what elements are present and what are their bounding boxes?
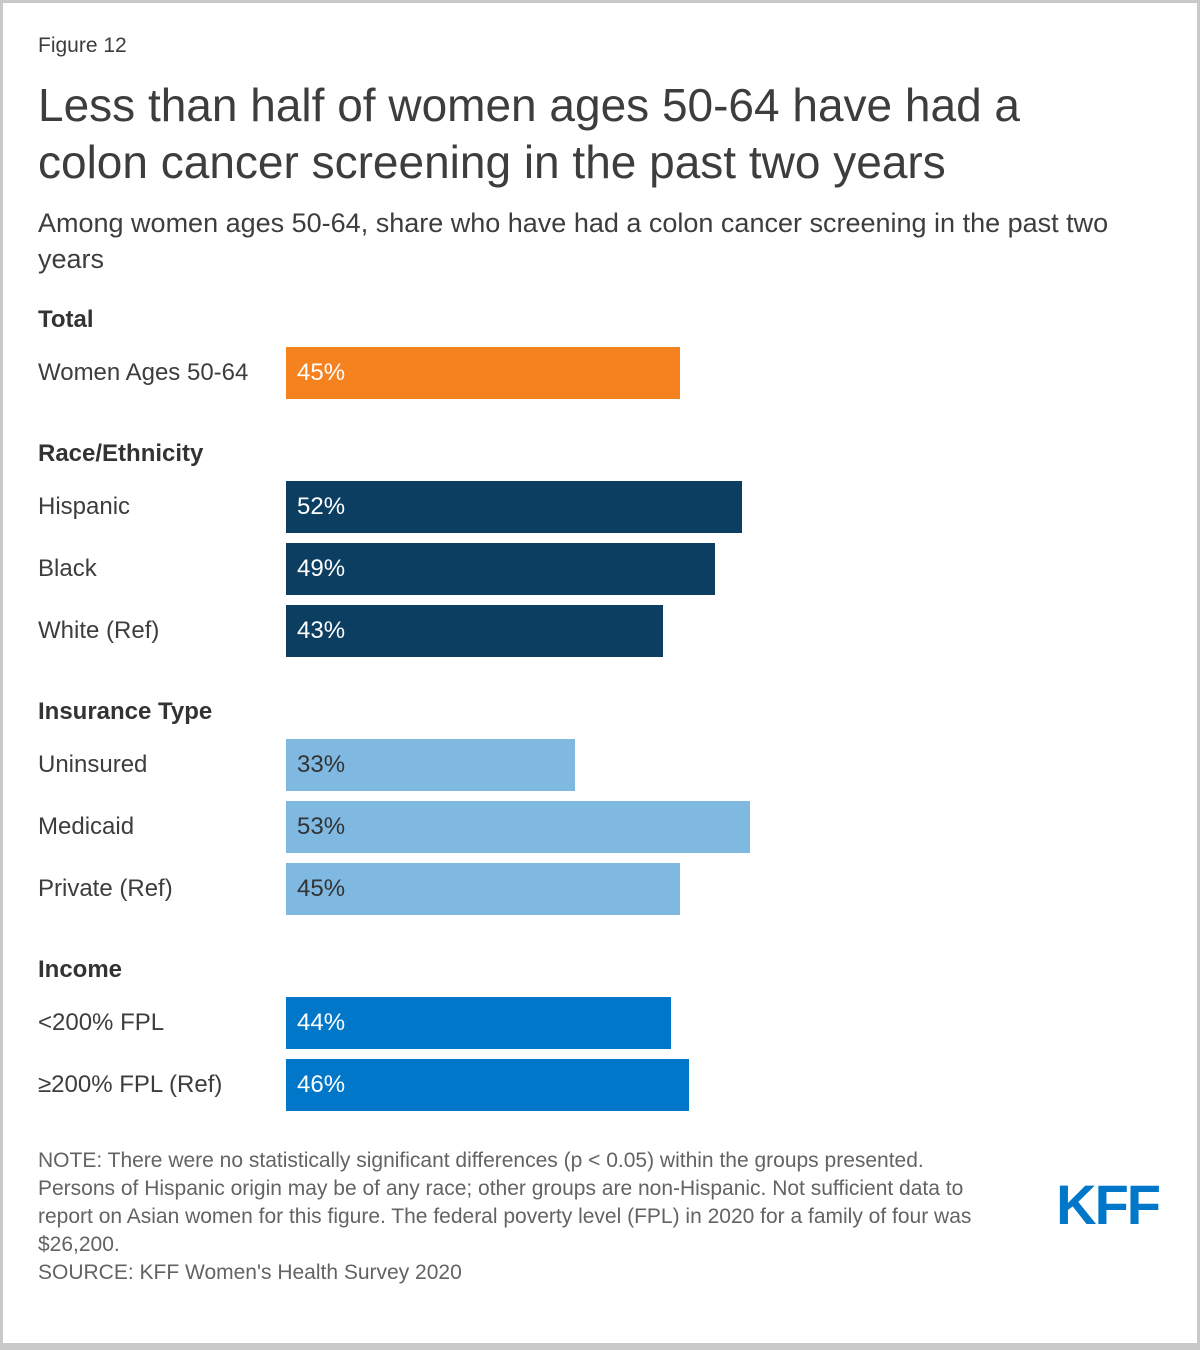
bar-label: Private (Ref) xyxy=(38,875,173,902)
section-title-total: Total xyxy=(38,306,94,333)
bar-label: ≥200% FPL (Ref) xyxy=(38,1071,223,1098)
bar-private-ref: 45% xyxy=(286,863,681,915)
bar-value-label: 49% xyxy=(297,555,346,582)
chart-subtitle: Among women ages 50-64, share who have h… xyxy=(38,208,1109,274)
bar-label: Uninsured xyxy=(38,751,148,778)
bar-row: Black 49% xyxy=(38,543,1162,595)
bar-row: <200% FPL 44% xyxy=(38,997,1162,1049)
bar-label: Black xyxy=(38,555,97,582)
bar-row: Medicaid 53% xyxy=(38,801,1162,853)
bar-row: ≥200% FPL (Ref) 46% xyxy=(38,1059,1162,1111)
section-insurance-type: Insurance Type Uninsured 33% Medicaid 53… xyxy=(38,699,1162,915)
bar-label: <200% FPL xyxy=(38,1009,165,1036)
bar-women-ages-50-64: 45% xyxy=(286,347,681,399)
bar-track: 52% xyxy=(286,481,1162,533)
note-text: NOTE: There were no statistically signif… xyxy=(38,1149,972,1256)
bar-track: 53% xyxy=(286,801,1162,853)
section-title-income: Income xyxy=(38,956,123,983)
bar-track: 45% xyxy=(286,863,1162,915)
bar-track: 33% xyxy=(286,739,1162,791)
bar-track: 44% xyxy=(286,997,1162,1049)
bar-under-200-fpl: 44% xyxy=(286,997,672,1049)
bar-track: 43% xyxy=(286,605,1162,657)
bar-uninsured: 33% xyxy=(286,739,576,791)
bar-value-label: 33% xyxy=(297,751,346,778)
bar-row: White (Ref) 43% xyxy=(38,605,1162,657)
bar-label: Hispanic xyxy=(38,493,131,520)
bar-track: 49% xyxy=(286,543,1162,595)
section-title-insurance-type: Insurance Type xyxy=(38,698,213,725)
footer: NOTE: There were no statistically signif… xyxy=(38,1147,1162,1287)
bar-value-label: 43% xyxy=(297,617,346,644)
kff-logo: KFF xyxy=(1056,1173,1161,1236)
bar-white-ref: 43% xyxy=(286,605,663,657)
bar-black: 49% xyxy=(286,543,716,595)
bar-value-label: 44% xyxy=(297,1009,346,1036)
bar-value-label: 46% xyxy=(297,1071,346,1098)
section-race-ethnicity: Race/Ethnicity Hispanic 52% Black 49% Wh… xyxy=(38,441,1162,657)
bar-hispanic: 52% xyxy=(286,481,742,533)
figure-label: Figure 12 xyxy=(38,34,127,57)
bar-label: Women Ages 50-64 xyxy=(38,359,249,386)
section-title-race-ethnicity: Race/Ethnicity xyxy=(38,440,204,467)
bar-value-label: 53% xyxy=(297,813,346,840)
bar-label: Medicaid xyxy=(38,813,135,840)
bar-value-label: 45% xyxy=(297,875,346,902)
bar-track: 46% xyxy=(286,1059,1162,1111)
bar-value-label: 52% xyxy=(297,493,346,520)
bar-label: White (Ref) xyxy=(38,617,160,644)
bar-row: Private (Ref) 45% xyxy=(38,863,1162,915)
bar-row: Hispanic 52% xyxy=(38,481,1162,533)
bar-value-label: 45% xyxy=(297,359,346,386)
chart-title: Less than half of women ages 50-64 have … xyxy=(38,79,1021,188)
bar-row: Uninsured 33% xyxy=(38,739,1162,791)
bar-medicaid: 53% xyxy=(286,801,751,853)
bar-track: 45% xyxy=(286,347,1162,399)
section-income: Income <200% FPL 44% ≥200% FPL (Ref) 46% xyxy=(38,957,1162,1111)
section-total: Total Women Ages 50-64 45% xyxy=(38,307,1162,399)
bar-row: Women Ages 50-64 45% xyxy=(38,347,1162,399)
source-text: SOURCE: KFF Women's Health Survey 2020 xyxy=(38,1261,462,1284)
bar-over-200-fpl-ref: 46% xyxy=(286,1059,689,1111)
